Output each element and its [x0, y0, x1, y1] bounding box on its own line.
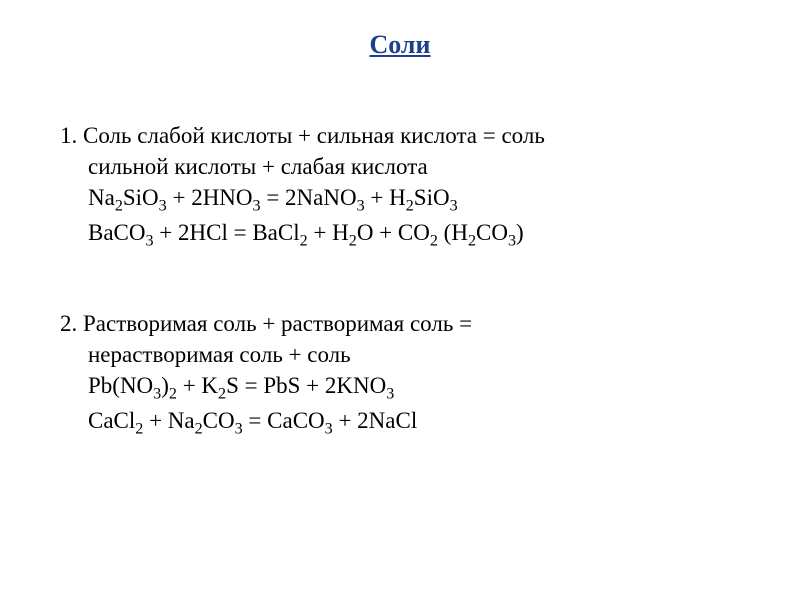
item-2-line-2: нерастворимая соль + соль: [60, 339, 740, 370]
item-1-line-2: сильной кислоты + слабая кислота: [60, 151, 740, 182]
item-2: 2. Растворимая соль + растворимая соль =…: [60, 308, 740, 441]
item-2-formula-2: CaCl2 + Na2CO3 = CaCO3 + 2NaCl: [60, 405, 740, 440]
item-2-line-1: 2. Растворимая соль + растворимая соль =: [60, 308, 740, 339]
item-1-formula-1: Na2SiO3 + 2HNO3 = 2NaNO3 + H2SiO3: [60, 182, 740, 217]
item-2-formula-1: Pb(NO3)2 + K2S = PbS + 2KNO3: [60, 370, 740, 405]
page-title: Соли: [60, 30, 740, 60]
item-1-line-1: 1. Соль слабой кислоты + сильная кислота…: [60, 120, 740, 151]
item-1-formula-2: BaCO3 + 2HCl = BaCl2 + H2O + CO2 (H2CO3): [60, 217, 740, 252]
item-1: 1. Соль слабой кислоты + сильная кислота…: [60, 120, 740, 253]
